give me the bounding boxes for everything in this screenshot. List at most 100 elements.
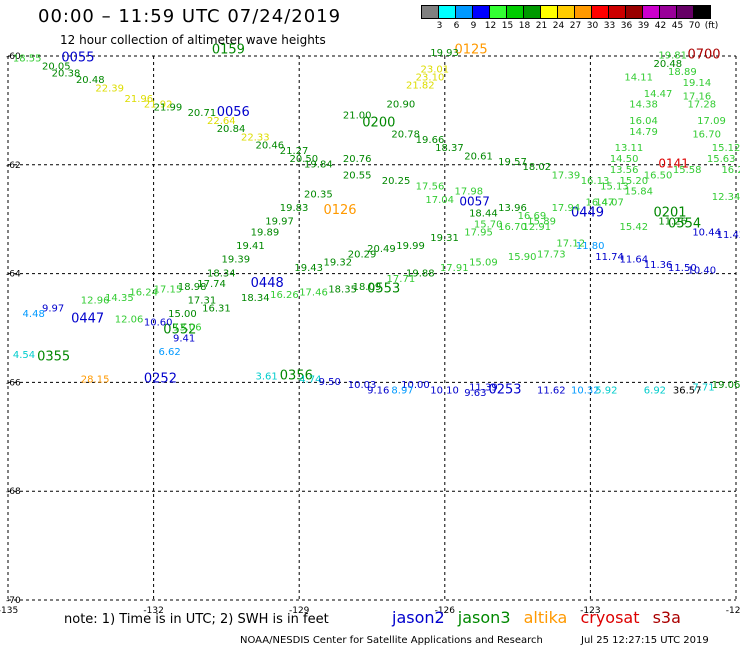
legend-tick-label: 39 [637, 21, 650, 31]
credit-line: NOAA/NESDIS Center for Satellite Applica… [240, 635, 543, 646]
wave-height-label: 11.39 [469, 383, 498, 394]
wave-height-label: 18.34 [207, 268, 236, 279]
wave-height-label: 8.97 [391, 385, 413, 396]
wave-height-label: 20.48 [653, 59, 682, 70]
wave-height-label: 20.05 [42, 62, 71, 73]
wave-height-label: 16.50 [644, 170, 673, 181]
wave-height-label: 9.63 [464, 388, 486, 399]
wave-height-label: 22.39 [95, 83, 124, 94]
wave-height-label: 10.40 [687, 266, 716, 277]
wave-height-label: 9.16 [367, 385, 389, 396]
wave-height-label: 12.06 [115, 315, 144, 326]
legend-tick-label: 33 [603, 21, 616, 31]
wave-height-label: 14.11 [624, 72, 653, 83]
wave-height-label: 16.69 [518, 211, 547, 222]
pass-time-label: 0056 [217, 105, 250, 120]
pass-time-label: 0554 [668, 216, 701, 231]
wave-height-label: 15.09 [469, 257, 498, 268]
wave-height-label: 19.99 [396, 241, 425, 252]
y-tick-label: -62 [6, 161, 21, 171]
pass-time-label: 0055 [61, 50, 94, 65]
pass-time-label: 0552 [163, 322, 196, 337]
wave-height-label: 15.70 [474, 219, 503, 230]
wave-height-label: 15.20 [620, 176, 649, 187]
wave-height-label: 14.07 [595, 198, 624, 209]
wave-height-label: 11.36 [644, 260, 673, 271]
wave-height-label: 15.89 [527, 217, 556, 228]
wave-height-label: 19.66 [416, 135, 445, 146]
legend-swatches [421, 5, 720, 19]
wave-height-label: 17.09 [697, 116, 726, 127]
wave-height-label: 18.34 [241, 293, 270, 304]
pass-time-label: 0057 [459, 195, 490, 209]
pass-time-label: 0252 [144, 371, 177, 386]
wave-height-label: 15.12 [712, 143, 740, 154]
wave-height-label: 17.16 [683, 92, 712, 103]
wave-height-label: 12.34 [712, 192, 740, 203]
wave-height-label: 14.47 [644, 89, 673, 100]
wave-height-label: 21.82 [406, 81, 435, 92]
wave-height-label: 12.91 [522, 222, 551, 233]
pass-time-label: 0447 [71, 312, 104, 327]
wave-height-label: 21.92 [144, 100, 173, 111]
y-tick-label: -70 [6, 596, 21, 606]
wave-height-label: 19.88 [406, 268, 435, 279]
mission-s3a: s3a [652, 608, 681, 627]
wave-height-label: 20.76 [343, 154, 372, 165]
wave-height-label: 16.47 [586, 198, 615, 209]
wave-height-label: 19.97 [265, 217, 294, 228]
wave-height-label: 20.50 [289, 154, 318, 165]
wave-height-label: 15.84 [624, 187, 653, 198]
pass-time-label: 0126 [323, 203, 356, 218]
wave-height-label: 11.50 [668, 263, 697, 274]
x-tick-label: -126 [435, 606, 456, 616]
wave-height-label: 17.94 [552, 203, 581, 214]
wave-height-label: 19.41 [236, 241, 265, 252]
wave-height-label: 17.95 [464, 228, 493, 239]
wave-height-label: 20.29 [348, 249, 377, 260]
wave-height-label: 15.58 [673, 165, 702, 176]
legend-tick-label: 15 [501, 21, 514, 31]
mission-cryosat: cryosat [580, 608, 640, 627]
wave-height-label: 16.22 [721, 165, 740, 176]
wave-height-label: 17.31 [188, 296, 217, 307]
y-tick-label: -60 [6, 52, 21, 62]
wave-height-label: 21.27 [280, 146, 309, 157]
wave-height-label: 20.48 [76, 75, 105, 86]
wave-height-label: 13.11 [615, 143, 644, 154]
x-tick-label: -129 [289, 606, 310, 616]
wave-height-label: 19.43 [294, 263, 323, 274]
wave-height-label: 23.01 [421, 64, 450, 75]
wave-height-label: 17.12 [556, 238, 585, 249]
wave-height-label: 11.64 [620, 255, 649, 266]
wave-height-label: 16.70 [692, 130, 721, 141]
wave-height-label: 17.04 [425, 195, 454, 206]
wave-height-label: 18.02 [522, 162, 551, 173]
wave-height-label: 16.31 [202, 304, 231, 315]
wave-height-label: 16.26 [270, 290, 299, 301]
legend-tick-label: 18 [518, 21, 531, 31]
wave-height-label: 4.74 [299, 374, 321, 385]
wave-height-label: 11.80 [576, 241, 605, 252]
wave-height-label: 17.46 [299, 287, 328, 298]
wave-height-label: 10.60 [144, 317, 173, 328]
wave-height-label: 18.37 [435, 143, 464, 154]
footer-note: note: 1) Time is in UTC; 2) SWH is in fe… [64, 612, 329, 627]
wave-height-label: 19.39 [222, 255, 251, 266]
mission-jason2: jason2 [392, 608, 445, 627]
wave-height-label: 20.55 [343, 170, 372, 181]
wave-height-label: 18.89 [668, 67, 697, 78]
legend-tick-label: 12 [484, 21, 497, 31]
wave-height-label: 20.90 [387, 100, 416, 111]
wave-height-label: 15.90 [508, 252, 537, 263]
wave-height-label: 4.54 [13, 350, 35, 361]
wave-height-label: 13.06 [173, 323, 202, 334]
wave-height-label: 11.74 [595, 252, 624, 263]
pass-time-label: 0700 [687, 48, 720, 63]
y-tick-label: -64 [6, 270, 21, 280]
mission-jason3: jason3 [457, 608, 511, 627]
wave-height-label: 12.96 [81, 296, 110, 307]
wave-height-label: 3.61 [256, 372, 278, 383]
